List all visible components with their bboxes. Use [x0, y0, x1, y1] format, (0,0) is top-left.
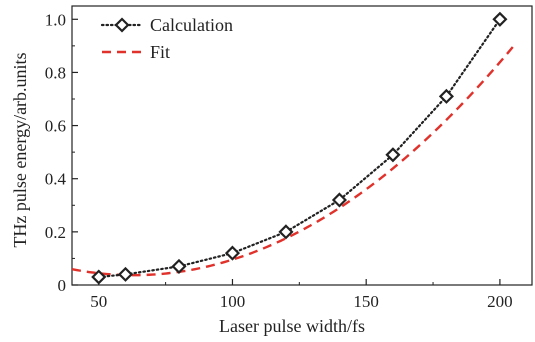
calculation-point [438, 88, 454, 104]
calculation-point [171, 258, 187, 274]
series-calculation [91, 11, 508, 285]
legend-fit-label: Fit [150, 42, 170, 62]
x-tick-label: 50 [90, 292, 107, 311]
legend-calculation-marker [114, 17, 130, 33]
x-axis-ticks: 50 100 150 200 [90, 279, 513, 311]
legend: Calculation Fit [100, 15, 233, 62]
series-fit [72, 45, 515, 277]
y-tick-label: 1.0 [45, 10, 66, 29]
y-axis-label: THz pulse energy/arb.units [10, 52, 30, 247]
calculation-point [385, 147, 401, 163]
calculation-point [278, 224, 294, 240]
x-axis-label: Laser pulse width/fs [219, 316, 365, 336]
plot-frame [71, 5, 533, 286]
y-tick-label: 0.6 [45, 117, 66, 136]
y-tick-label: 0.4 [45, 170, 67, 189]
calculation-point [331, 192, 347, 208]
x-tick-label: 150 [353, 292, 379, 311]
y-tick-label: 0.8 [45, 63, 66, 82]
plot-border [71, 5, 533, 286]
x-tick-label: 100 [220, 292, 246, 311]
calculation-point [117, 266, 134, 282]
y-tick-label: 0 [58, 276, 67, 295]
calculation-point [91, 269, 107, 285]
y-axis-ticks: 0 0.2 0.4 0.6 0.8 1.0 [45, 10, 78, 295]
calculation-point [492, 11, 508, 27]
x-tick-label: 200 [487, 292, 513, 311]
y-tick-label: 0.2 [45, 223, 66, 242]
fit-line [72, 45, 515, 277]
legend-calculation-label: Calculation [150, 15, 233, 35]
calculation-point [224, 245, 241, 261]
